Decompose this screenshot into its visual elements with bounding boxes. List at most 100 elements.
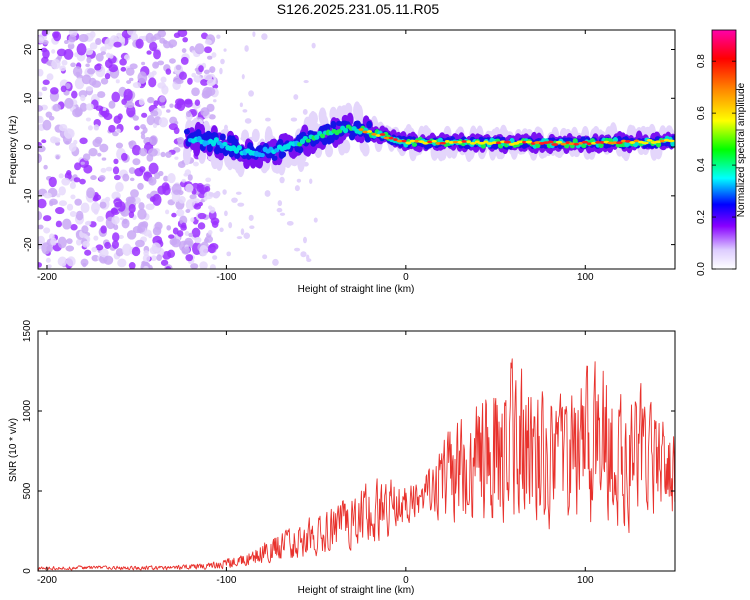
spectrogram-noise-blob: [139, 148, 148, 157]
spectrogram-signal-band: [324, 123, 331, 132]
spectrogram-noise-blob: [148, 162, 159, 175]
spectrogram-noise-blob: [61, 59, 68, 66]
spectrogram-signal-peak: [396, 139, 403, 143]
spectrogram-noise-blob: [185, 199, 196, 211]
spectrogram-noise-blob: [115, 142, 124, 149]
spectrogram-signal-peak: [646, 138, 653, 142]
spectrogram-noise-blob: [48, 115, 55, 121]
spectrogram-noise-blob: [128, 141, 134, 146]
spectrogram-noise-blob: [177, 230, 184, 237]
spectrogram-noise-blob: [103, 112, 113, 121]
spectrogram-noise-blob: [169, 238, 178, 246]
spectrogram-noise-blob: [231, 197, 238, 203]
spectrogram-noise-blob: [132, 158, 141, 166]
spectrogram-noise-blob: [105, 166, 113, 172]
spectrogram-noise-blob: [100, 46, 107, 53]
spectrogram-noise-blob: [95, 53, 104, 62]
spectrogram-noise-blob: [93, 235, 99, 241]
spectrogram-noise-blob: [43, 227, 51, 234]
spectrogram-noise-blob: [199, 244, 208, 257]
spectrogram-noise-blob: [153, 100, 159, 107]
snr-x-tick-label: -100: [216, 575, 236, 586]
spectrogram-noise-blob: [130, 189, 139, 198]
spectrogram-signal-band: [232, 138, 239, 147]
spectrogram-noise-blob: [188, 232, 194, 238]
spectrogram-noise-blob: [296, 178, 302, 183]
spectrogram-noise-blob: [187, 174, 193, 181]
spectrogram-noise-blob: [149, 41, 158, 52]
spectrogram-signal-band: [228, 149, 235, 158]
spectrogram-noise-blob: [200, 107, 210, 117]
spectrogram-signal-peak: [379, 133, 386, 136]
spectrogram-noise-blob: [219, 227, 224, 233]
spectrogram-signal-peak: [461, 140, 468, 143]
spectrogram-noise-blob: [209, 264, 216, 269]
snr-panel: -200 -100 0 100 0 500 1000 1500 Height of stra…: [8, 319, 676, 596]
spectrogram-signal-peak: [409, 139, 416, 143]
spectrogram-noise-blob: [58, 186, 66, 196]
spectrogram-noise-blob: [66, 203, 74, 211]
spectrogram-noise-blob: [115, 248, 124, 257]
spectrogram-noise-blob: [111, 215, 120, 225]
spectrogram-noise-blob: [72, 108, 83, 118]
spectrogram-noise-blob: [294, 185, 300, 192]
spectrogram-noise-blob: [303, 80, 309, 84]
spectrogram-noise-blob: [125, 196, 136, 204]
spectrogram-noise-blob: [150, 255, 157, 262]
spectrogram-noise-blob: [64, 97, 74, 109]
spectrogram-image: [38, 30, 675, 269]
spectrogram-noise-blob: [111, 91, 121, 103]
spectrogram-noise-blob: [166, 109, 171, 113]
spectrogram-noise-blob: [122, 173, 130, 182]
spectrogram-noise-blob: [117, 258, 127, 268]
spectrogram-y-tick-label: 10: [23, 92, 34, 104]
spectrogram-noise-blob: [216, 34, 221, 39]
spectrogram-noise-blob: [138, 98, 145, 106]
spectrogram-noise-blob: [99, 248, 109, 258]
spectrogram-noise-blob: [53, 31, 62, 42]
spectrogram-noise-blob: [203, 73, 213, 81]
spectrogram-noise-blob: [94, 64, 102, 71]
snr-background: [38, 331, 675, 571]
spectrogram-signal-peak: [578, 141, 583, 145]
spectrogram-noise-blob: [81, 225, 89, 234]
spectrogram-noise-blob: [152, 61, 160, 69]
spectrogram-noise-blob: [99, 201, 107, 209]
spectrogram-noise-blob: [79, 178, 86, 185]
spectrogram-noise-blob: [89, 42, 98, 50]
spectrogram-noise-blob: [135, 239, 145, 248]
spectrogram-noise-blob: [55, 207, 65, 215]
spectrogram-noise-blob: [244, 45, 249, 52]
spectrogram-noise-blob: [279, 176, 285, 184]
spectrogram-signal-core: [213, 137, 219, 143]
spectrogram-signal-band: [330, 120, 337, 129]
spectrogram-noise-blob: [49, 198, 58, 205]
spectrogram-noise-blob: [61, 177, 71, 186]
spectrogram-signal-peak: [401, 139, 407, 143]
spectrogram-noise-blob: [197, 222, 206, 230]
snr-x-tick-label: 100: [577, 575, 594, 586]
spectrogram-noise-blob: [137, 182, 144, 190]
spectrogram-y-axis: 20 10 0 -10 -20: [23, 44, 675, 252]
spectrogram-noise-blob: [99, 143, 109, 153]
spectrogram-noise-blob: [46, 61, 51, 65]
spectrogram-signal-peak: [469, 142, 477, 145]
spectrogram-noise-blob: [75, 210, 84, 221]
spectrogram-noise-blob: [101, 157, 107, 161]
spectrogram-signal-band: [300, 131, 307, 138]
spectrogram-noise-blob: [204, 185, 211, 192]
spectrogram-noise-blob: [147, 148, 158, 157]
spectrogram-noise-blob: [80, 258, 89, 267]
spectrogram-noise-blob: [104, 241, 111, 249]
spectrogram-signal-peak: [491, 141, 498, 145]
spectrogram-noise-blob: [46, 73, 54, 81]
colorbar-gradient: [711, 29, 737, 270]
spectrogram-signal-halo: [236, 157, 245, 178]
spectrogram-signal-core: [612, 137, 619, 143]
spectrogram-signal-peak: [565, 141, 570, 145]
spectrogram-noise-blob: [150, 110, 159, 117]
spectrogram-noise-blob: [193, 75, 202, 83]
spectrogram-signal-peak: [525, 140, 533, 144]
spectrogram-noise-blob: [187, 77, 193, 85]
